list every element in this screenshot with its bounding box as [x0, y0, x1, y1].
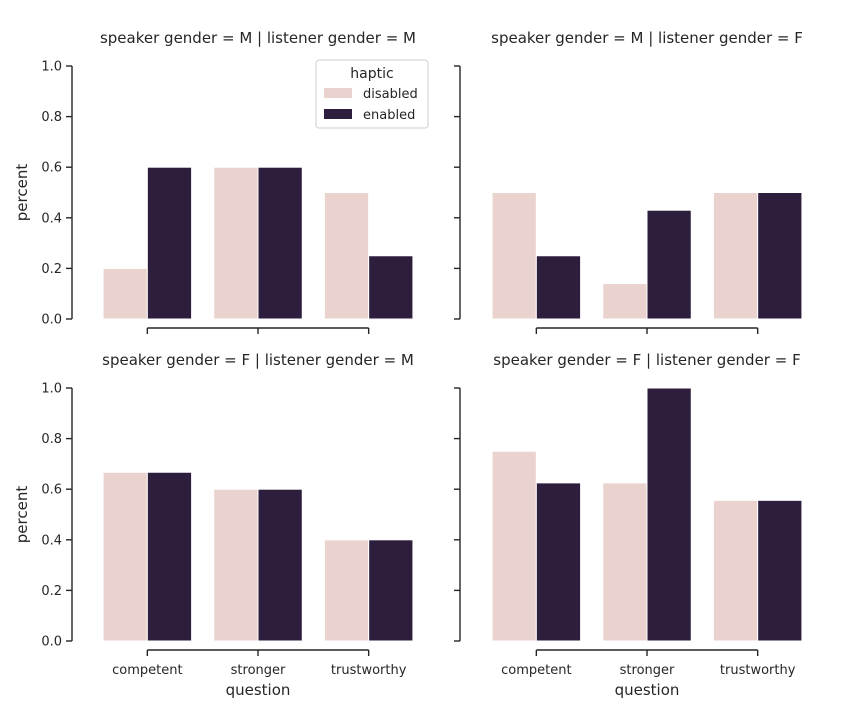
y-tick-label: 0.6 [41, 161, 62, 176]
bar-disabled-stronger [602, 482, 648, 642]
bar-enabled-competent [535, 482, 582, 642]
y-tick-label: 0.0 [41, 635, 62, 650]
y-tick-label: 0.4 [41, 211, 62, 226]
panel-title: speaker gender = M | listener gender = F [491, 29, 803, 47]
legend: haptic disabled enabled [315, 59, 429, 129]
bar-disabled-stronger [213, 488, 259, 642]
bar-disabled-trustworthy [323, 539, 370, 642]
bar-enabled-stronger [646, 209, 692, 320]
legend-label-enabled: enabled [363, 108, 415, 123]
bar-enabled-trustworthy [368, 539, 414, 642]
y-axis-label: percent [13, 486, 31, 544]
bar-disabled-competent [102, 471, 148, 642]
bar-disabled-trustworthy [323, 192, 370, 320]
bar-disabled-stronger [602, 283, 648, 320]
x-tick-label: stronger [620, 663, 675, 678]
bar-disabled-trustworthy [712, 192, 759, 320]
y-axis-label: percent [13, 164, 31, 222]
bar-disabled-trustworthy [712, 499, 759, 642]
bar-enabled-stronger [646, 387, 692, 642]
panel-title: speaker gender = M | listener gender = M [100, 29, 416, 47]
x-tick-label: trustworthy [720, 663, 796, 678]
legend-swatch-disabled [324, 88, 352, 98]
x-axis-label: question [615, 681, 680, 699]
bar-disabled-competent [102, 267, 148, 320]
y-tick-label: 0.8 [41, 110, 62, 125]
facet-panel-2: speaker gender = M | listener gender = F [454, 29, 803, 334]
facet-panel-4: speaker gender = F | listener gender = F… [454, 351, 803, 699]
bar-enabled-competent [535, 255, 582, 320]
x-tick-label: competent [112, 663, 182, 678]
legend-swatch-enabled [324, 109, 352, 119]
panel-title: speaker gender = F | listener gender = F [493, 351, 800, 369]
bar-enabled-competent [146, 166, 193, 320]
bar-disabled-competent [491, 450, 537, 642]
legend-label-disabled: disabled [363, 87, 418, 102]
y-tick-label: 1.0 [41, 60, 62, 75]
bar-disabled-competent [491, 192, 537, 320]
bar-enabled-trustworthy [757, 499, 803, 642]
bar-enabled-trustworthy [757, 192, 803, 320]
x-tick-label: trustworthy [331, 663, 407, 678]
y-tick-label: 0.2 [41, 584, 62, 599]
bar-disabled-stronger [213, 166, 259, 320]
y-tick-label: 0.4 [41, 533, 62, 548]
bar-enabled-stronger [257, 166, 303, 320]
y-tick-label: 0.0 [41, 313, 62, 328]
panel-title: speaker gender = F | listener gender = M [102, 351, 414, 369]
y-tick-label: 0.2 [41, 262, 62, 277]
y-tick-label: 1.0 [41, 382, 62, 397]
y-tick-label: 0.6 [41, 483, 62, 498]
bar-enabled-stronger [257, 488, 303, 642]
facet-panel-1: speaker gender = M | listener gender = M… [13, 29, 416, 334]
y-tick-label: 0.8 [41, 432, 62, 447]
bar-enabled-trustworthy [368, 255, 414, 320]
bar-enabled-competent [146, 471, 193, 642]
x-tick-label: competent [501, 663, 571, 678]
legend-title: haptic [350, 66, 393, 82]
facet-panel-3: speaker gender = F | listener gender = M… [13, 351, 414, 699]
x-axis-label: question [226, 681, 291, 699]
x-tick-label: stronger [231, 663, 286, 678]
